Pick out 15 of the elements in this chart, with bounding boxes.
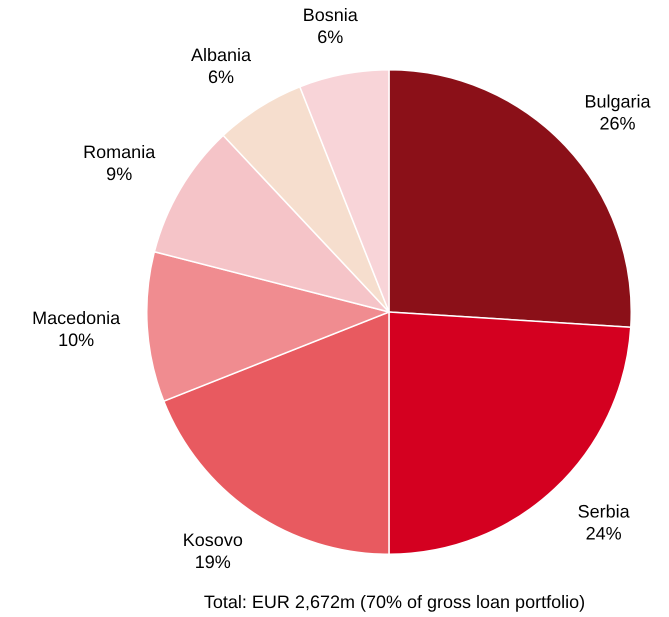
slice-label: Romania [83, 142, 156, 162]
data-label: 6% [208, 66, 234, 87]
slice-label: Macedonia [32, 308, 122, 328]
data-label: 24% [586, 524, 622, 544]
text: Total: EUR 2,672m (70% of gross loan portfolio) [202, 592, 586, 613]
data-label: 19% [194, 552, 231, 572]
data-label: 6% [317, 26, 344, 47]
data-label: 26% [599, 113, 636, 134]
slice-label: Bosnia [302, 4, 359, 25]
slice-label: Serbia [578, 502, 631, 522]
data-label: 10% [58, 330, 94, 350]
slice-label: Kosovo [182, 530, 243, 550]
data-label: 9% [106, 164, 132, 184]
slice-label: Albania [191, 44, 252, 65]
slice-label: Bulgaria [584, 91, 652, 112]
